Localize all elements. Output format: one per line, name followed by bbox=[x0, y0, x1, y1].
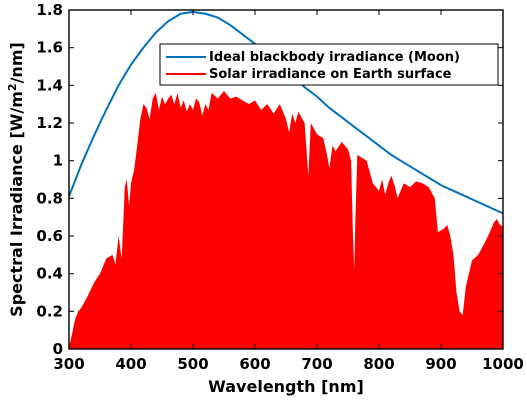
y-tick-label: 0.6 bbox=[36, 227, 63, 245]
y-axis-label: Spectral Irradiance [W/m2/nm] bbox=[6, 42, 26, 317]
x-axis-label: Wavelength [nm] bbox=[208, 377, 364, 396]
y-axis-label-suffix: /nm] bbox=[7, 42, 26, 83]
x-tick-label: 600 bbox=[239, 355, 270, 373]
axes-layer bbox=[68, 9, 504, 350]
x-tick-label: 500 bbox=[177, 355, 208, 373]
y-axis-label-superscript: 2 bbox=[6, 83, 19, 91]
y-tick-label: 1.4 bbox=[36, 76, 63, 94]
x-tick-label: 800 bbox=[363, 355, 394, 373]
legend: Ideal blackbody irradiance (Moon) Solar … bbox=[159, 43, 499, 86]
y-tick-label: 1.2 bbox=[36, 114, 63, 132]
legend-label-solar: Solar irradiance on Earth surface bbox=[209, 67, 452, 82]
x-tick-label: 1000 bbox=[482, 355, 524, 373]
y-tick-label: 1.8 bbox=[36, 1, 63, 19]
x-tick-label: 400 bbox=[115, 355, 146, 373]
x-tick-label: 900 bbox=[425, 355, 456, 373]
solar-irradiance-area bbox=[69, 90, 503, 349]
y-tick-label: 0.2 bbox=[36, 302, 63, 320]
y-tick-label: 1.6 bbox=[36, 39, 63, 57]
y-tick-label: 0 bbox=[53, 340, 63, 358]
x-tick-label: 300 bbox=[53, 355, 84, 373]
x-tick-label: 700 bbox=[301, 355, 332, 373]
y-axis-label-prefix: Spectral Irradiance [W/m bbox=[7, 91, 26, 317]
legend-box bbox=[159, 43, 499, 86]
legend-label-moon: Ideal blackbody irradiance (Moon) bbox=[209, 50, 460, 65]
y-tick-label: 1 bbox=[53, 152, 63, 170]
plot-frame bbox=[68, 9, 504, 350]
ticks-layer: 300 400 500 600 700 800 900 1000 0 0.2 0.4 0.6 0.8 1 1… bbox=[36, 1, 523, 373]
y-tick-label: 0.4 bbox=[36, 265, 63, 283]
solar-area-layer bbox=[69, 90, 503, 349]
y-tick-label: 0.8 bbox=[36, 189, 63, 207]
